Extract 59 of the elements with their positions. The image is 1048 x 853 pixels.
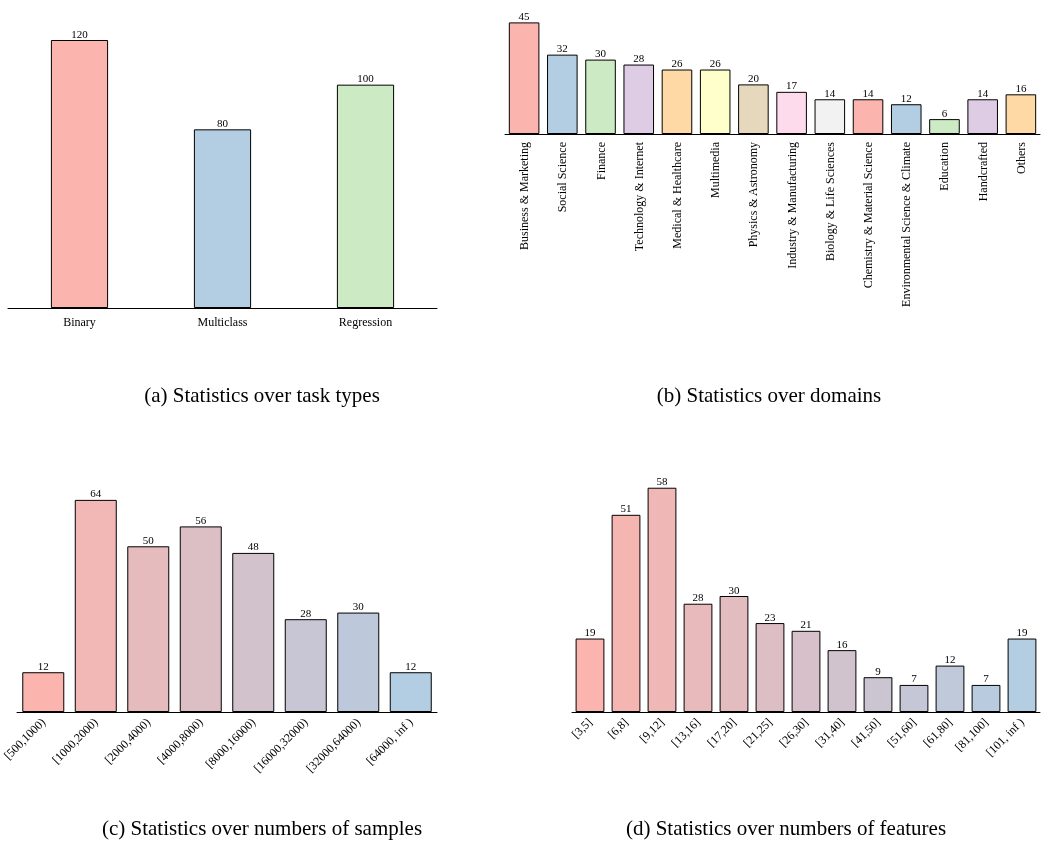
data-label: 26	[671, 57, 683, 70]
x-tick-label: Binary	[63, 315, 96, 329]
data-label: 100	[357, 72, 375, 85]
data-label: 12	[405, 659, 417, 672]
data-label: 50	[142, 533, 155, 546]
x-tick-label: Social Science	[555, 142, 570, 213]
data-label: 7	[983, 672, 990, 685]
data-label: 19	[584, 626, 596, 639]
data-label: 12	[944, 653, 956, 666]
data-label: 17	[786, 79, 798, 92]
text: (b) Statistics over domains	[656, 382, 882, 407]
data-label: 19	[1016, 626, 1028, 639]
data-label: 28	[633, 52, 645, 65]
data-label: 30	[352, 600, 365, 613]
data-label: 21	[800, 618, 812, 631]
data-label: 14	[862, 86, 875, 99]
x-tick-label: Biology & Life Sciences	[822, 141, 837, 261]
data-label: 26	[709, 57, 722, 70]
data-label: 45	[518, 9, 531, 22]
data-label: 23	[764, 610, 776, 623]
x-tick-label: Medical & Healthcare	[669, 142, 684, 249]
x-tick-label: Environmental Science & Climate	[899, 142, 914, 307]
x-tick-label: Business & Marketing	[517, 142, 532, 250]
data-label: 30	[595, 47, 607, 60]
x-tick-label: Regression	[338, 315, 393, 329]
data-label: 12	[37, 659, 49, 672]
data-label: 56	[195, 513, 207, 526]
data-label: 32	[556, 42, 568, 55]
data-label: 120	[71, 27, 89, 40]
data-label: 48	[247, 540, 260, 553]
data-label: 12	[900, 91, 912, 104]
data-label: 80	[217, 116, 229, 129]
data-label: 30	[728, 583, 740, 596]
data-label: 7	[911, 672, 918, 685]
data-label: 28	[692, 591, 704, 604]
data-label: 16	[836, 637, 848, 650]
data-label: 9	[875, 664, 882, 677]
data-label: 58	[656, 475, 668, 488]
data-label: 6	[941, 106, 948, 119]
x-tick-label: Finance	[593, 142, 608, 180]
data-label: 14	[824, 86, 836, 99]
data-label: 14	[977, 86, 989, 99]
text: (c) Statistics over numbers of samples	[101, 815, 423, 840]
data-label: 64	[90, 487, 102, 500]
x-tick-label: Handcrafted	[975, 142, 990, 202]
text: (d) Statistics over numbers of features	[625, 815, 947, 840]
data-label: 51	[620, 502, 632, 515]
x-tick-label: Chemistry & Material Science	[861, 142, 876, 289]
data-label: 16	[1015, 81, 1027, 94]
x-tick-label: Multimedia	[708, 141, 723, 198]
x-tick-label: Education	[937, 142, 952, 191]
x-tick-label: Multiclass	[197, 315, 248, 329]
x-tick-label: Technology & Internet	[631, 141, 646, 252]
text: (a) Statistics over task types	[144, 382, 380, 407]
x-tick-label: Others	[1013, 141, 1028, 174]
data-label: 20	[747, 71, 760, 84]
x-tick-label: Physics & Astronomy	[746, 142, 761, 248]
x-tick-label: Industry & Manufacturing	[784, 142, 799, 269]
data-label: 28	[300, 606, 312, 619]
